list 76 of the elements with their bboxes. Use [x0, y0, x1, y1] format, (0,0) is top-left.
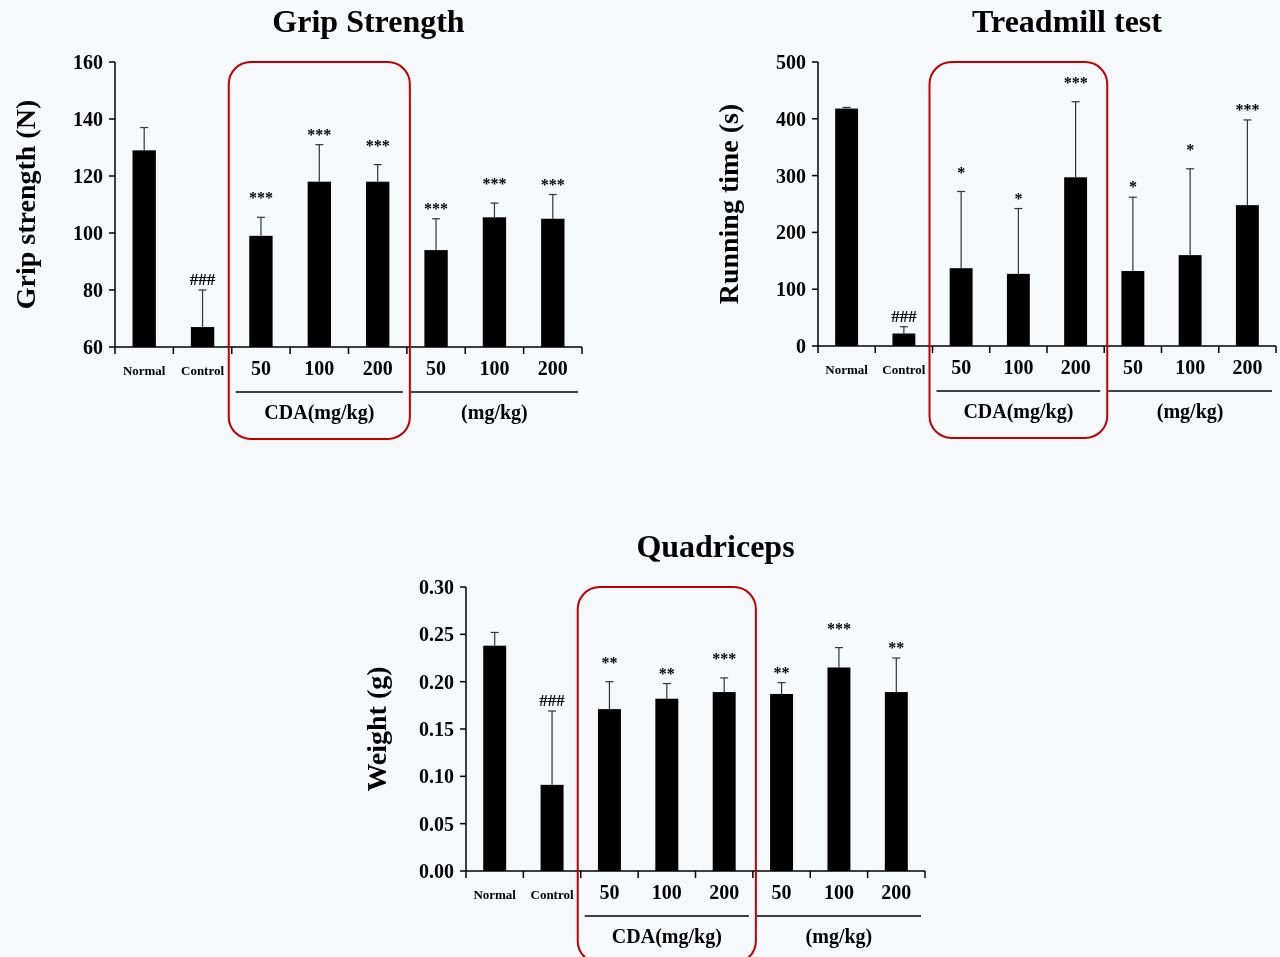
annotation: ** [888, 639, 905, 656]
x-tick-label: 200 [709, 881, 740, 903]
x-tick-label: 100 [823, 881, 854, 903]
annotation: ** [773, 663, 790, 681]
chart-title: Treadmill test [972, 3, 1163, 39]
chart-title: Quadriceps [636, 528, 795, 564]
x-tick-label: Normal [473, 887, 517, 902]
x-tick-label: Normal [122, 363, 166, 378]
annotation: *** [826, 619, 851, 637]
y-tick-label: 300 [776, 164, 806, 187]
x-tick-label: 100 [651, 881, 682, 903]
text: CDA(mg/kg) [264, 401, 375, 424]
x-tick-label: Control [530, 887, 574, 902]
x-tick-label: 100 [479, 357, 510, 379]
x-tick-label: Normal [825, 362, 869, 377]
annotation: ** [601, 653, 618, 671]
x-tick-label: Control [181, 363, 225, 378]
y-tick-label: 160 [73, 51, 103, 73]
y-tick-label: 200 [776, 221, 806, 244]
annotation: *** [712, 649, 737, 667]
annotation: * [957, 163, 966, 181]
chart-title: Grip Strength [272, 3, 465, 39]
x-tick-label: 50 [250, 357, 271, 379]
y-tick-label: 0.25 [419, 623, 454, 646]
y-axis-title: Weight (g) [361, 666, 392, 792]
y-tick-label: 0.15 [419, 718, 454, 740]
annotation: *** [248, 189, 273, 207]
x-tick-label: 200 [881, 881, 912, 903]
x-tick-label: 100 [1175, 356, 1206, 378]
annotation: ### [891, 306, 918, 326]
y-tick-label: 140 [73, 108, 103, 130]
y-tick-label: 0.10 [419, 765, 454, 788]
annotation: *** [482, 175, 507, 193]
x-tick-label: 200 [362, 357, 393, 379]
y-tick-label: 400 [776, 107, 806, 130]
annotation: * [1186, 140, 1195, 158]
y-tick-label: 0.00 [419, 860, 454, 882]
x-tick-label: 50 [599, 881, 620, 903]
annotation: *** [1063, 73, 1088, 91]
annotation: ### [189, 270, 216, 289]
x-tick-label: 50 [426, 357, 447, 379]
text: CDA(mg/kg) [963, 400, 1074, 423]
text: (mg/kg) [461, 401, 528, 424]
annotation: * [1128, 178, 1137, 196]
x-tick-label: 50 [771, 881, 792, 903]
y-axis-title: Grip strength (N) [10, 99, 41, 310]
x-tick-label: 200 [1232, 356, 1263, 378]
y-tick-label: 500 [776, 51, 806, 73]
x-tick-label: 100 [1003, 356, 1034, 378]
x-tick-label: 200 [1060, 356, 1091, 378]
annotation: *** [1235, 100, 1260, 118]
y-tick-label: 100 [776, 278, 806, 301]
x-tick-label: Control [882, 362, 926, 377]
y-tick-label: 0.05 [419, 812, 454, 835]
text: (mg/kg) [1156, 400, 1224, 423]
y-tick-label: 0.30 [419, 576, 454, 598]
y-tick-label: 80 [83, 279, 103, 301]
annotation: *** [424, 199, 449, 217]
text: (mg/kg) [805, 925, 873, 948]
annotation: *** [365, 136, 390, 154]
x-tick-label: 100 [304, 357, 335, 379]
y-axis-title: Running time (s) [713, 103, 744, 305]
y-tick-label: 0.20 [419, 670, 454, 693]
x-tick-label: 200 [537, 357, 568, 379]
y-tick-label: 0 [796, 335, 806, 357]
y-tick-label: 100 [73, 222, 103, 244]
text: CDA(mg/kg) [611, 925, 722, 948]
annotation: *** [307, 125, 332, 143]
y-tick-label: 60 [83, 336, 103, 358]
annotation: * [1014, 189, 1023, 207]
annotation: ### [539, 691, 566, 711]
y-tick-label: 120 [73, 165, 103, 187]
x-tick-label: 50 [1122, 356, 1143, 378]
annotation: ** [658, 664, 675, 682]
annotation: *** [540, 175, 565, 193]
x-tick-label: 50 [951, 356, 972, 378]
